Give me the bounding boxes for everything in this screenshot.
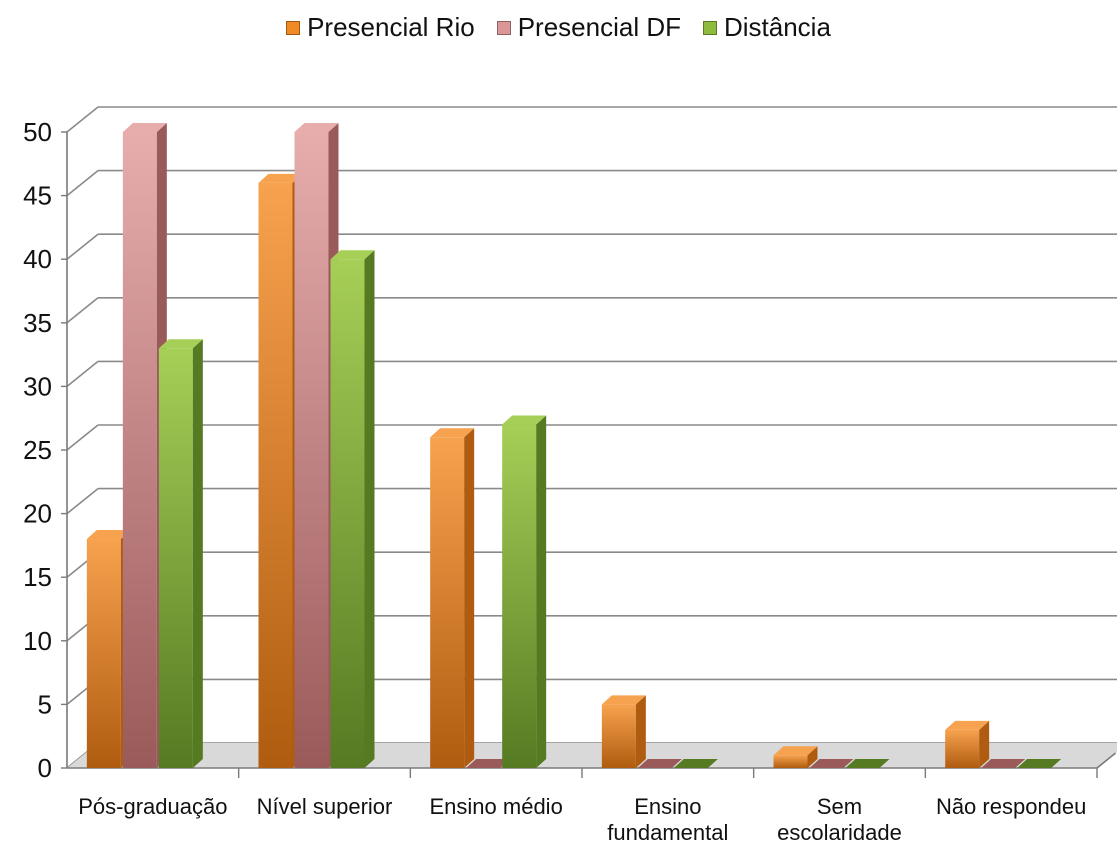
bar-side — [979, 720, 990, 768]
bar-top — [945, 720, 990, 730]
y-tick-label: 15 — [23, 562, 52, 592]
gridline-side — [66, 487, 99, 515]
y-tick-label: 40 — [23, 244, 52, 274]
bar-side — [635, 695, 646, 768]
x-tick-label: Não respondeu — [936, 794, 1086, 819]
bar-side — [464, 428, 475, 768]
chart-legend: Presencial Rio Presencial DF Distância — [0, 12, 1117, 43]
y-tick-label: 50 — [23, 117, 52, 147]
legend-item-distancia: Distância — [702, 12, 831, 43]
legend-label: Distância — [723, 12, 831, 42]
bar-presencial-df — [809, 759, 854, 768]
bar-zero — [981, 759, 1026, 768]
bar-top — [258, 173, 303, 183]
legend-swatch — [496, 20, 511, 35]
x-tick-label: Ensino — [634, 794, 701, 819]
bar-presencial-rio — [945, 720, 990, 768]
bar-top — [294, 123, 339, 132]
bar-side — [807, 746, 818, 768]
y-tick-label: 25 — [23, 435, 52, 465]
bar-zero — [466, 759, 511, 768]
gridline-side — [66, 169, 99, 197]
x-tick-label: Sem — [817, 794, 862, 819]
x-tick-label: escolaridade — [777, 820, 902, 845]
bar-presencial-rio — [773, 746, 818, 768]
y-tick-label: 35 — [23, 308, 52, 338]
bar-front — [258, 182, 293, 768]
bar-top — [86, 530, 131, 540]
bar-top — [122, 123, 167, 132]
bar-front — [502, 424, 537, 768]
bar-top — [158, 339, 203, 349]
bar-presencial-df — [637, 759, 682, 768]
bar-front — [330, 259, 365, 768]
y-tick-label: 10 — [23, 626, 52, 656]
bar-zero — [809, 759, 854, 768]
bar-top — [430, 428, 475, 438]
bar-zero — [1017, 759, 1062, 768]
bar-presencial-rio — [601, 695, 646, 768]
y-tick-label: 30 — [23, 371, 52, 401]
legend-swatch — [286, 20, 301, 35]
bar-distancia — [1017, 759, 1062, 768]
gridline-side — [66, 424, 99, 451]
bar-side — [192, 339, 203, 768]
legend-swatch — [702, 20, 717, 35]
gridline-side — [66, 360, 99, 388]
gridline-side — [66, 233, 99, 260]
y-tick-label: 0 — [38, 753, 52, 783]
bar-front — [773, 755, 808, 768]
bar-distancia — [330, 250, 375, 768]
bar-presencial-df — [981, 759, 1026, 768]
x-tick-label: Nível superior — [257, 794, 393, 819]
bar-top — [502, 415, 547, 425]
legend-label: Presencial Rio — [307, 12, 475, 42]
bar-zero — [845, 759, 890, 768]
bar-front — [945, 729, 980, 768]
bar-front — [601, 704, 636, 768]
y-tick-label: 5 — [38, 689, 52, 719]
x-tick-label: fundamental — [607, 820, 728, 845]
bar-front — [122, 132, 157, 768]
bar-front — [86, 539, 121, 768]
legend-item-presencial-df: Presencial DF — [496, 12, 681, 43]
bar-presencial-df — [466, 759, 511, 768]
bar-top — [601, 695, 646, 705]
bar-presencial-rio — [430, 428, 475, 768]
bar-top — [773, 746, 818, 756]
bar-side — [364, 250, 375, 768]
bar-front — [158, 348, 193, 768]
bar-distancia — [502, 415, 547, 768]
bar-zero — [673, 759, 718, 768]
gridline-side — [66, 297, 99, 324]
legend-item-presencial-rio: Presencial Rio — [286, 12, 475, 43]
gridline-side — [66, 106, 99, 133]
x-tick-label: Pós-graduação — [78, 794, 227, 819]
bar-side — [536, 415, 547, 768]
x-axis-edge — [1096, 752, 1117, 769]
bar-distancia — [845, 759, 890, 768]
y-tick-label: 20 — [23, 499, 52, 529]
bar-front — [294, 132, 329, 768]
legend-label: Presencial DF — [517, 12, 681, 42]
bar-distancia — [673, 759, 718, 768]
bar-zero — [637, 759, 682, 768]
bar-top — [330, 250, 375, 260]
bar-front — [430, 437, 465, 768]
x-tick-label: Ensino médio — [430, 794, 563, 819]
y-tick-label: 45 — [23, 181, 52, 211]
bar-distancia — [158, 339, 203, 768]
